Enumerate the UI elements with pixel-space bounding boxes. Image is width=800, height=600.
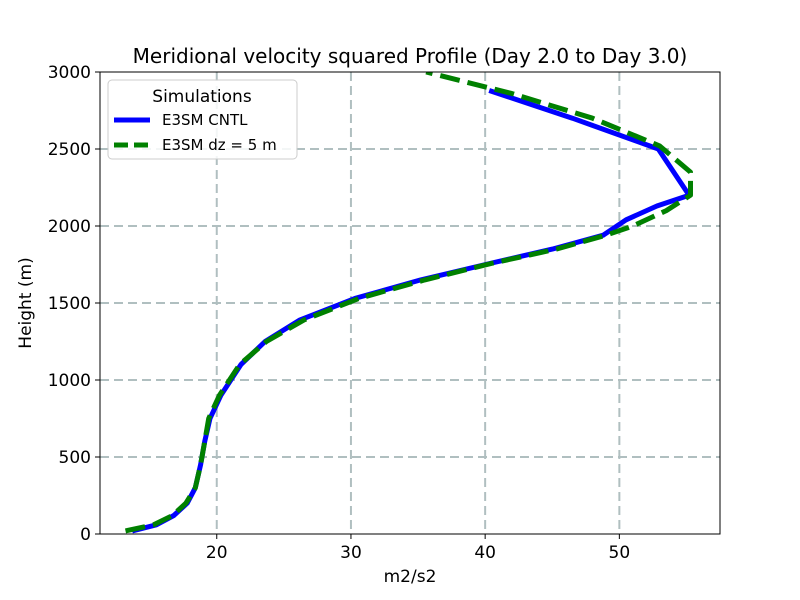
y-tick-label-3000: 3000 xyxy=(48,63,91,83)
legend-title: Simulations xyxy=(152,87,252,107)
legend-label-e3sm-dz-5m: E3SM dz = 5 m xyxy=(162,136,277,154)
x-axis-label: m2/s2 xyxy=(384,567,437,587)
y-tick-label-1000: 1000 xyxy=(48,371,91,391)
legend: Simulations E3SM CNTL E3SM dz = 5 m xyxy=(107,79,298,160)
x-tick-label-20: 20 xyxy=(206,543,228,563)
chart-title: Meridional velocity squared Profile (Day… xyxy=(133,44,688,68)
y-tick-label-500: 500 xyxy=(59,448,91,468)
series-layer xyxy=(124,72,693,534)
series-line-e3sm-dz-5-m xyxy=(124,72,693,534)
x-tick-label-50: 50 xyxy=(609,543,631,563)
y-tick-label-2000: 2000 xyxy=(48,217,91,237)
y-tick-label-0: 0 xyxy=(80,525,91,545)
x-tick-label-30: 30 xyxy=(340,543,362,563)
x-tick-label-40: 40 xyxy=(474,543,496,563)
y-tick-label-2500: 2500 xyxy=(48,140,91,160)
y-tick-label-1500: 1500 xyxy=(48,294,91,314)
y-axis-label: Height (m) xyxy=(16,257,36,348)
legend-label-e3sm-cntl: E3SM CNTL xyxy=(162,111,248,129)
legend-box xyxy=(107,79,298,160)
